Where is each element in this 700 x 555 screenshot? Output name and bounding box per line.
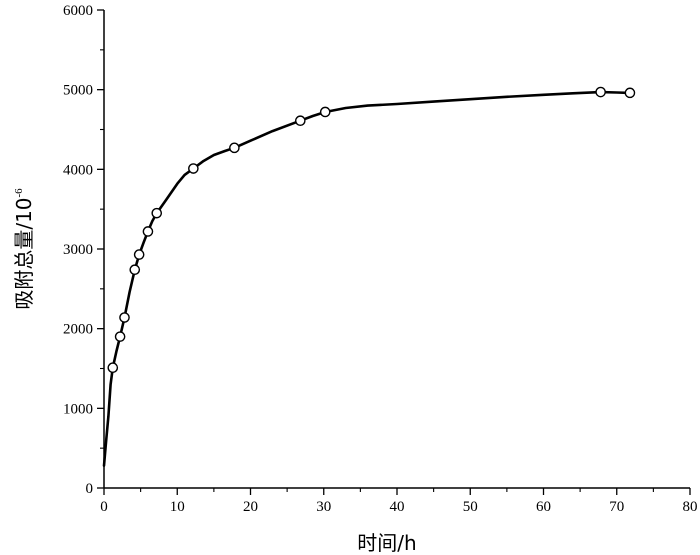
- x-tick-label: 0: [100, 499, 108, 515]
- x-tick-label: 70: [609, 499, 624, 515]
- data-point: [133, 249, 145, 260]
- x-tick-label: 20: [243, 499, 258, 515]
- x-tick-label: 80: [683, 499, 698, 515]
- data-point: [295, 115, 306, 127]
- series-line: [102, 90, 632, 467]
- x-tick-label: 60: [536, 499, 551, 515]
- y-tick-label: 0: [86, 481, 94, 497]
- data-point: [107, 362, 119, 374]
- y-axis-title-text: 吸附总量/10: [12, 197, 36, 309]
- x-tick-label: 40: [390, 499, 405, 515]
- y-axis-title-group: 吸附总量/10-6: [12, 188, 36, 310]
- data-point: [595, 86, 606, 98]
- y-tick-label: 3000: [63, 242, 93, 258]
- y-axis-title-exponent: -6: [13, 188, 25, 198]
- data-point: [188, 163, 199, 174]
- data-point: [129, 264, 141, 276]
- data-point: [229, 142, 240, 154]
- data-point: [151, 207, 163, 219]
- data-point: [142, 226, 154, 237]
- data-point: [319, 106, 331, 118]
- y-tick-label: 1000: [63, 401, 93, 417]
- y-tick-label: 5000: [63, 83, 93, 99]
- x-tick-label: 30: [316, 499, 331, 515]
- y-tick-label: 6000: [63, 3, 93, 19]
- data-point: [114, 331, 126, 342]
- plot-area: [102, 86, 636, 467]
- x-tick-label: 50: [463, 499, 478, 515]
- x-axis-title: 时间/h: [357, 531, 416, 555]
- x-tick-label: 10: [170, 499, 185, 515]
- y-tick-label: 2000: [63, 322, 93, 338]
- data-point: [119, 312, 130, 323]
- data-point: [624, 87, 636, 99]
- y-tick-label: 4000: [63, 162, 93, 178]
- axes: 0 10 20 30 40 50 60 70 80 0 1000 2000 3000 4000 5000 60…: [63, 3, 698, 515]
- y-axis-title: 吸附总量/10-6: [12, 188, 36, 310]
